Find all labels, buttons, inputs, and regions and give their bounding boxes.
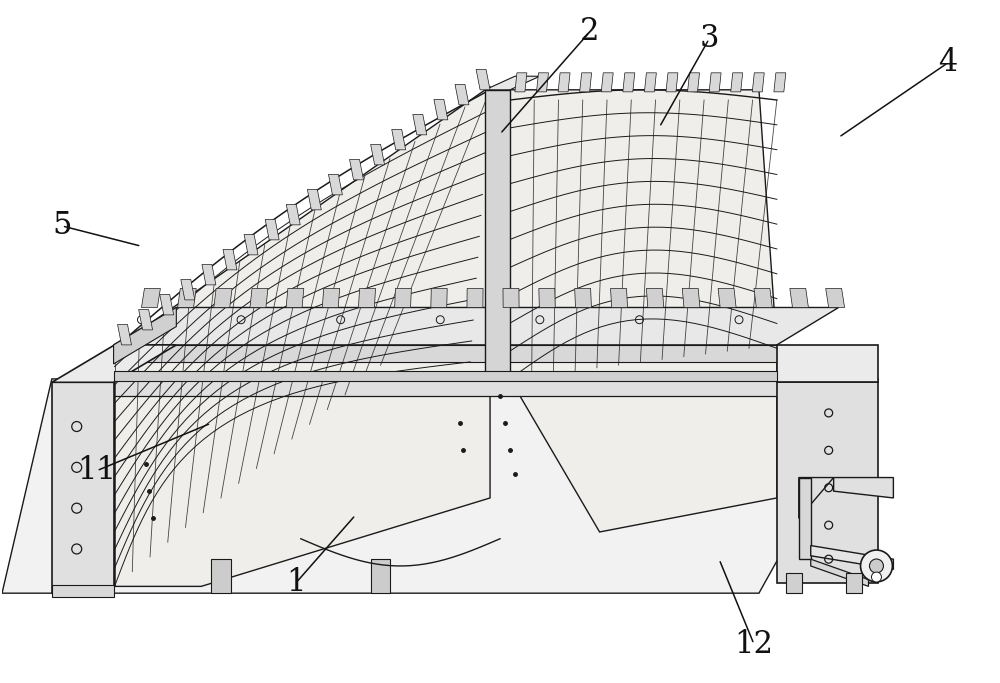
Polygon shape: [114, 345, 777, 382]
Polygon shape: [2, 379, 878, 593]
Polygon shape: [682, 288, 700, 307]
Polygon shape: [250, 288, 268, 307]
Polygon shape: [799, 477, 834, 518]
Polygon shape: [211, 559, 231, 593]
Polygon shape: [141, 288, 160, 307]
Text: 5: 5: [52, 210, 72, 241]
Polygon shape: [774, 73, 786, 92]
Polygon shape: [114, 307, 839, 345]
Polygon shape: [328, 174, 342, 195]
Polygon shape: [611, 288, 628, 307]
Polygon shape: [777, 382, 878, 583]
Polygon shape: [178, 288, 196, 307]
Circle shape: [869, 559, 883, 573]
Polygon shape: [510, 90, 777, 532]
Polygon shape: [752, 73, 764, 92]
Polygon shape: [575, 288, 591, 307]
Text: 12: 12: [734, 628, 773, 660]
Polygon shape: [307, 189, 321, 210]
Polygon shape: [731, 73, 743, 92]
Polygon shape: [114, 307, 176, 364]
Polygon shape: [826, 288, 845, 307]
Polygon shape: [754, 288, 772, 307]
Polygon shape: [811, 559, 868, 587]
Text: 2: 2: [580, 16, 599, 48]
Polygon shape: [413, 115, 427, 135]
Polygon shape: [539, 288, 555, 307]
Polygon shape: [515, 73, 527, 92]
Text: 11: 11: [77, 456, 116, 486]
Polygon shape: [485, 76, 540, 90]
Polygon shape: [786, 573, 802, 593]
Polygon shape: [358, 288, 376, 307]
Polygon shape: [350, 159, 363, 180]
Polygon shape: [834, 477, 893, 498]
Polygon shape: [181, 279, 195, 300]
Polygon shape: [646, 288, 664, 307]
Polygon shape: [139, 309, 153, 330]
Text: 4: 4: [939, 47, 958, 78]
Polygon shape: [52, 382, 114, 593]
Polygon shape: [371, 144, 385, 165]
Polygon shape: [537, 73, 548, 92]
Polygon shape: [118, 324, 132, 345]
Polygon shape: [114, 379, 777, 396]
Polygon shape: [709, 73, 721, 92]
Polygon shape: [688, 73, 700, 92]
Polygon shape: [434, 100, 448, 120]
Polygon shape: [580, 73, 592, 92]
Polygon shape: [431, 288, 447, 307]
Polygon shape: [467, 288, 483, 307]
Polygon shape: [371, 559, 390, 593]
Polygon shape: [223, 249, 237, 270]
Polygon shape: [666, 73, 678, 92]
Polygon shape: [476, 70, 490, 90]
Polygon shape: [644, 73, 656, 92]
Polygon shape: [244, 234, 258, 255]
Circle shape: [861, 550, 892, 582]
Polygon shape: [790, 288, 808, 307]
Polygon shape: [52, 585, 114, 596]
Polygon shape: [811, 546, 893, 570]
Polygon shape: [455, 85, 469, 104]
Polygon shape: [286, 288, 304, 307]
Polygon shape: [160, 294, 174, 315]
Polygon shape: [392, 130, 406, 150]
Polygon shape: [214, 288, 232, 307]
Polygon shape: [718, 288, 736, 307]
Polygon shape: [286, 204, 300, 225]
Polygon shape: [115, 87, 490, 587]
Polygon shape: [322, 288, 340, 307]
Polygon shape: [558, 73, 570, 92]
Circle shape: [871, 572, 881, 582]
Polygon shape: [846, 573, 862, 593]
Polygon shape: [601, 73, 613, 92]
Polygon shape: [395, 288, 411, 307]
Polygon shape: [485, 90, 510, 379]
Polygon shape: [114, 345, 777, 362]
Polygon shape: [799, 477, 811, 559]
Text: 1: 1: [286, 568, 306, 598]
Text: 3: 3: [699, 23, 719, 55]
Polygon shape: [202, 264, 216, 285]
Polygon shape: [503, 288, 519, 307]
Polygon shape: [777, 345, 878, 382]
Polygon shape: [52, 345, 176, 382]
Polygon shape: [265, 219, 279, 240]
Polygon shape: [114, 371, 777, 381]
Polygon shape: [623, 73, 635, 92]
